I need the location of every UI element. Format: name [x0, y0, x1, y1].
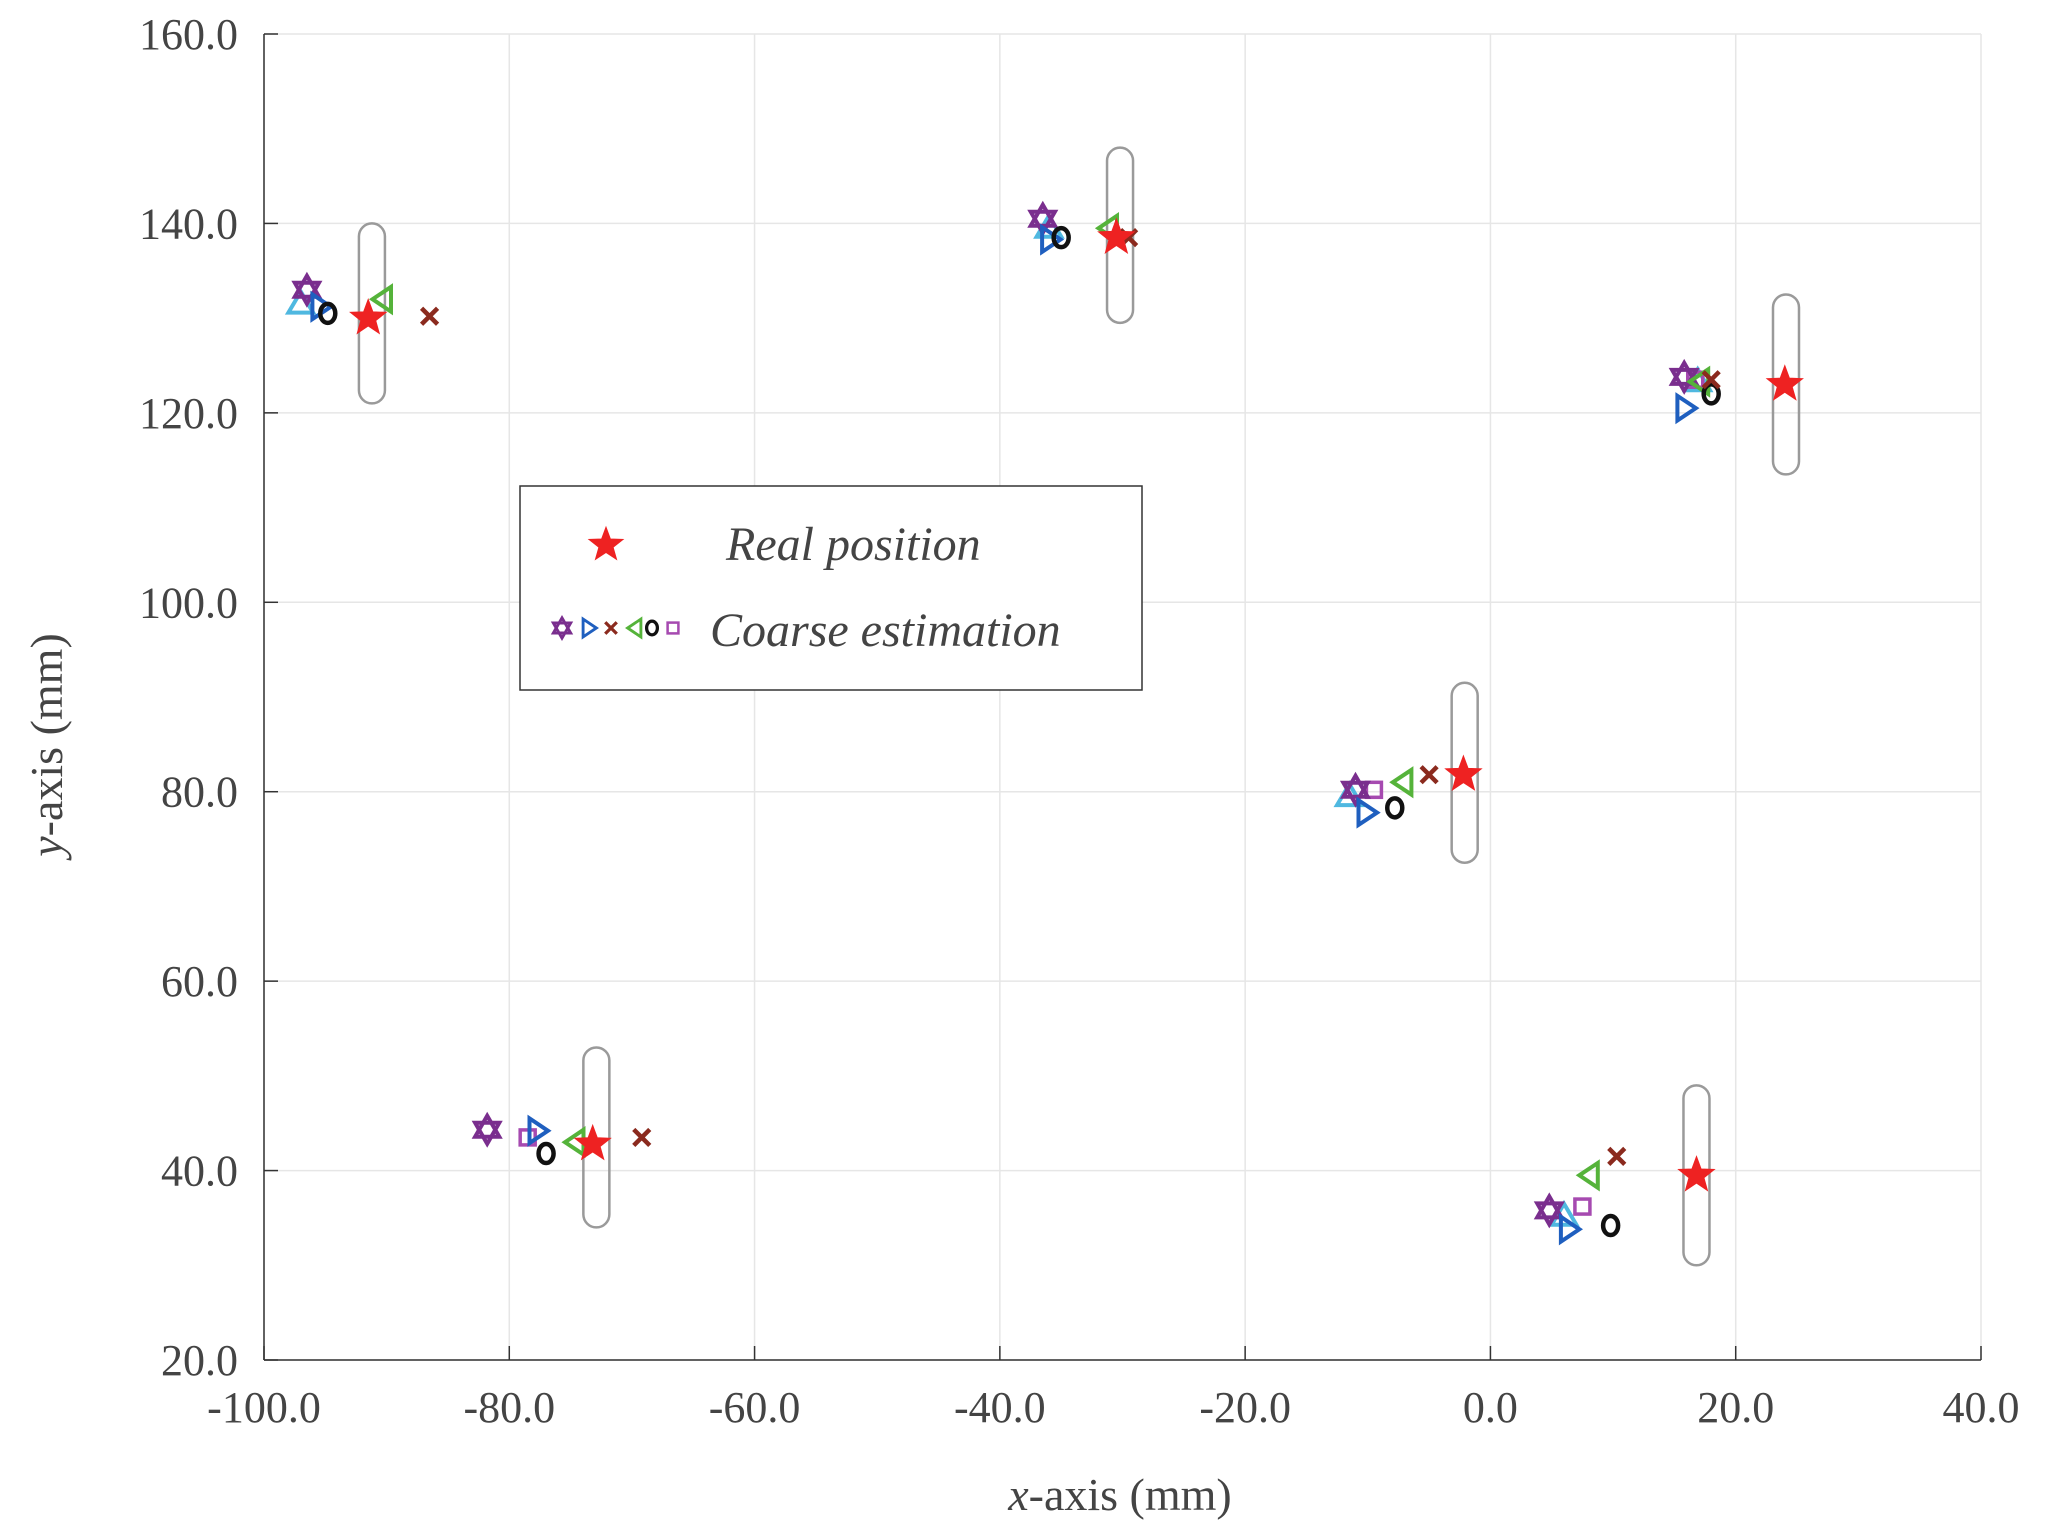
x-marker [632, 1127, 652, 1148]
legend-label-coarse: Coarse estimation [710, 604, 1061, 657]
x-tick-label: -80.0 [463, 1383, 555, 1432]
x-tick-label: 20.0 [1697, 1383, 1774, 1432]
legend-markers [550, 525, 680, 641]
circle-marker [1701, 382, 1721, 406]
y-tick-label: 100.0 [139, 578, 238, 627]
y-tick-label: 20.0 [161, 1336, 238, 1385]
y-tick-label: 120.0 [139, 389, 238, 438]
x-tick-label: -20.0 [1199, 1383, 1291, 1432]
x-axis-title: x-axis (mm) [1007, 1469, 1232, 1520]
x-tick-label: -100.0 [207, 1383, 321, 1432]
legend-marker-triangle-left [625, 616, 643, 640]
triangle-left-marker [1389, 766, 1414, 799]
triangle-left-marker [1575, 1159, 1600, 1192]
y-tick-label: 160.0 [139, 10, 238, 59]
capsule-outline-2 [1771, 293, 1801, 476]
circle-marker [1600, 1213, 1621, 1238]
circle-marker [1051, 225, 1071, 250]
square-marker [1573, 1197, 1592, 1216]
capsule-group [357, 146, 1801, 1267]
triangle-right-marker [1675, 392, 1700, 425]
x-axis-unit: -axis (mm) [1029, 1469, 1232, 1520]
x-marker [1419, 765, 1439, 785]
x-marker [419, 306, 440, 326]
legend-marker-star [587, 525, 625, 561]
x-tick-label: 40.0 [1943, 1383, 2020, 1432]
legend: Real position Coarse estimation [519, 485, 1143, 691]
axes [263, 33, 1982, 1361]
legend-marker-triangle-right [581, 616, 599, 640]
capsule-outline-5 [1682, 1084, 1711, 1267]
triangle-right-marker [1040, 223, 1065, 256]
legend-marker-x [604, 621, 618, 635]
star-marker [1444, 754, 1483, 791]
legend-box [519, 485, 1143, 691]
y-tick-label: 60.0 [161, 957, 238, 1006]
x-tick-label: -40.0 [954, 1383, 1046, 1432]
triangle-right-marker [1356, 796, 1381, 829]
x-tick-label: -60.0 [709, 1383, 801, 1432]
triangle-left-marker [368, 283, 393, 316]
y-axis-var: y [21, 836, 72, 861]
star-marker [1677, 1155, 1716, 1192]
square-marker [1364, 780, 1384, 800]
star-marker [349, 297, 388, 335]
x-marker [1701, 370, 1721, 390]
star-marker [1765, 364, 1804, 401]
y-axis-title: y-axis (mm) [21, 633, 72, 861]
y-tick-label: 80.0 [161, 768, 238, 817]
circle-marker [318, 301, 338, 326]
y-tick-label: 40.0 [161, 1147, 238, 1196]
y-tick-label: 140.0 [139, 199, 238, 248]
legend-label-real: Real position [725, 518, 981, 571]
legend-marker-square [666, 621, 680, 635]
legend-marker-circle [644, 619, 660, 637]
marker-group [284, 200, 1804, 1246]
triangle-right-marker [1558, 1213, 1584, 1246]
circle-marker [1385, 796, 1405, 820]
y-axis-unit: -axis (mm) [21, 633, 72, 836]
legend-marker-hexagram [550, 615, 574, 641]
tick-labels: -100.0 -80.0 -60.0 -40.0 -20.0 0.0 20.0 40.0 20.… [139, 10, 2020, 1432]
circle-marker [536, 1141, 556, 1166]
x-tick-label: 0.0 [1463, 1383, 1518, 1432]
hexagram-marker [471, 1111, 503, 1148]
triangle-right-marker [527, 1114, 552, 1147]
hexagram-marker [1533, 1192, 1565, 1229]
star-marker [573, 1123, 612, 1161]
star-marker [1097, 217, 1136, 254]
x-axis-var: x [1007, 1469, 1029, 1520]
x-marker [1607, 1146, 1627, 1166]
hexagram-marker [1339, 771, 1372, 808]
